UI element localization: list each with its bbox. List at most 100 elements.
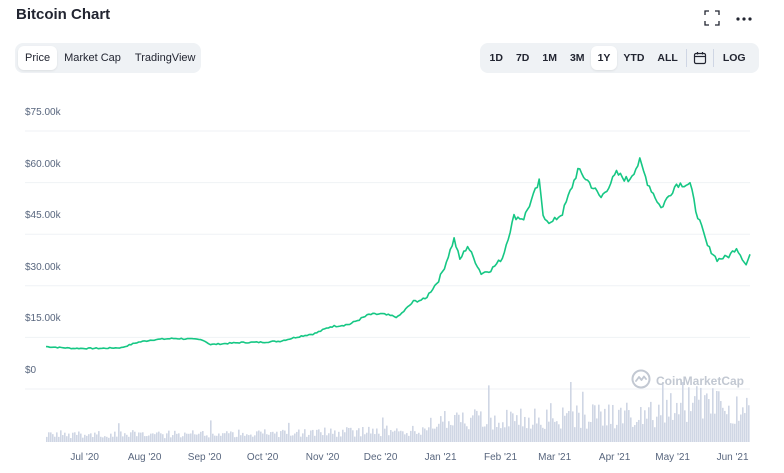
volume-bar xyxy=(182,436,184,442)
coinmarketcap-logo-icon xyxy=(631,369,651,392)
volume-bar xyxy=(122,436,124,442)
volume-bar xyxy=(512,413,514,442)
volume-bar xyxy=(518,424,520,442)
volume-bar xyxy=(474,409,476,442)
volume-bar xyxy=(640,407,642,442)
volume-bar xyxy=(390,430,392,442)
range-tab-1d[interactable]: 1D xyxy=(489,52,503,64)
volume-bar xyxy=(280,431,282,442)
volume-bar xyxy=(158,431,160,442)
volume-bar xyxy=(426,430,428,442)
volume-bar xyxy=(600,411,602,442)
volume-bar xyxy=(68,433,70,442)
volume-bar xyxy=(534,408,536,442)
volume-bar xyxy=(658,404,660,442)
range-tab-1y[interactable]: 1Y xyxy=(591,46,617,70)
volume-bar xyxy=(632,426,634,442)
volume-bar xyxy=(486,424,488,442)
volume-bar xyxy=(570,382,572,442)
volume-bar xyxy=(340,436,342,442)
volume-bar xyxy=(140,432,142,442)
volume-bar xyxy=(746,397,748,442)
volume-bar xyxy=(602,425,604,442)
volume-bar xyxy=(564,415,566,442)
volume-bar xyxy=(510,411,512,442)
volume-bar xyxy=(448,421,450,442)
volume-bar xyxy=(298,429,300,442)
x-axis-tick-label: Mar '21 xyxy=(538,452,572,463)
volume-bar xyxy=(734,423,736,442)
x-axis-tick-label: Apr '21 xyxy=(598,452,631,463)
y-axis-tick-label: $45.00k xyxy=(25,210,61,222)
volume-bar xyxy=(388,435,390,442)
volume-bar xyxy=(670,393,672,442)
volume-bar xyxy=(646,418,648,442)
range-tab-all[interactable]: ALL xyxy=(657,52,678,64)
range-tab-3m[interactable]: 3M xyxy=(569,52,585,64)
volume-bar xyxy=(694,396,696,442)
volume-bar xyxy=(336,436,338,442)
volume-bar xyxy=(350,427,352,442)
volume-bar xyxy=(522,426,524,442)
volume-bar xyxy=(358,428,360,442)
volume-bar xyxy=(716,390,718,442)
volume-bar xyxy=(688,387,690,442)
volume-bar xyxy=(286,433,288,442)
volume-bar xyxy=(736,396,738,442)
volume-bar xyxy=(712,388,714,442)
range-tab-1m[interactable]: 1M xyxy=(542,52,557,64)
volume-bar xyxy=(344,432,346,442)
tab-market-cap[interactable]: Market Cap xyxy=(64,52,121,64)
volume-bar xyxy=(460,422,462,442)
volume-bar xyxy=(62,435,64,442)
volume-bar xyxy=(614,428,616,442)
volume-bar xyxy=(684,410,686,442)
volume-bar xyxy=(374,434,376,442)
volume-bar xyxy=(346,427,348,442)
volume-bar xyxy=(276,431,278,442)
volume-bar xyxy=(304,429,306,442)
volume-bar xyxy=(454,414,456,442)
volume-bar xyxy=(578,412,580,442)
watermark: CoinMarketCap xyxy=(631,369,744,392)
volume-bar xyxy=(598,404,600,442)
volume-bar xyxy=(254,435,256,442)
volume-bar xyxy=(678,414,680,442)
volume-bar xyxy=(470,417,472,442)
volume-bar xyxy=(58,436,60,442)
volume-bar xyxy=(274,433,276,442)
volume-bar xyxy=(642,424,644,442)
volume-bar xyxy=(612,404,614,442)
volume-bar xyxy=(484,426,486,442)
range-tab-ytd[interactable]: YTD xyxy=(623,52,645,64)
expand-icon[interactable] xyxy=(702,8,722,28)
volume-bar xyxy=(258,430,260,442)
volume-bar xyxy=(338,431,340,442)
volume-bar xyxy=(52,434,54,442)
x-axis-tick-label: Feb '21 xyxy=(483,452,518,463)
volume-bar xyxy=(214,435,216,442)
chart-view-tabs: Price Market Cap TradingView xyxy=(15,43,201,73)
volume-bar xyxy=(730,423,732,442)
volume-bar xyxy=(478,415,480,442)
volume-bar xyxy=(84,434,86,442)
log-scale-toggle[interactable]: LOG xyxy=(722,52,746,64)
volume-bar xyxy=(542,427,544,442)
page-title: Bitcoin Chart xyxy=(16,6,111,23)
volume-bar xyxy=(46,436,48,442)
volume-bar xyxy=(386,425,388,442)
calendar-icon[interactable] xyxy=(689,46,711,70)
volume-bar xyxy=(262,433,264,442)
volume-bar xyxy=(116,436,118,442)
volume-bar xyxy=(166,433,168,442)
more-icon[interactable] xyxy=(734,8,754,28)
volume-bar xyxy=(660,415,662,442)
volume-bar xyxy=(198,433,200,442)
volume-bar xyxy=(466,426,468,442)
range-tab-7d[interactable]: 7D xyxy=(515,52,530,64)
volume-bar xyxy=(726,414,728,442)
volume-bar xyxy=(54,436,56,442)
tab-price[interactable]: Price xyxy=(18,46,58,70)
tab-tradingview[interactable]: TradingView xyxy=(134,52,196,64)
